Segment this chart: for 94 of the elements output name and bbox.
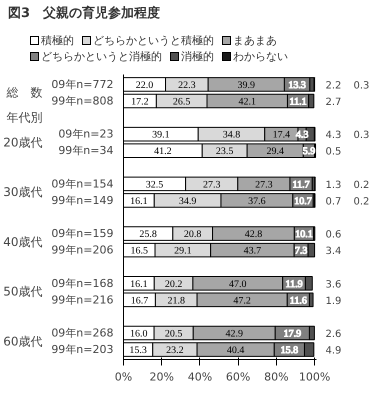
data-label: 13.3 bbox=[288, 80, 306, 91]
data-label: 0.5 bbox=[326, 146, 342, 158]
data-label: 11.6 bbox=[290, 295, 307, 306]
text: 年代別 bbox=[6, 110, 42, 125]
data-label: 16.1 bbox=[130, 278, 148, 290]
data-label: 39.1 bbox=[152, 130, 170, 141]
data-label: 0.3 bbox=[354, 80, 370, 92]
data-label: 17.9 bbox=[284, 328, 302, 340]
data-label: 11.1 bbox=[289, 96, 307, 108]
legend-label: どちらかというと消極的 bbox=[41, 50, 162, 63]
x-tick-label: 20% bbox=[149, 370, 174, 384]
data-label: 16.7 bbox=[130, 295, 148, 306]
data-label: 23.5 bbox=[216, 146, 234, 158]
data-label: 29.1 bbox=[174, 246, 192, 257]
data-label: 3.4 bbox=[326, 246, 342, 258]
data-label: 0.2 bbox=[354, 196, 370, 208]
data-label: 0.2 bbox=[354, 180, 370, 191]
data-label: 10.1 bbox=[295, 229, 313, 240]
data-label: 39.9 bbox=[238, 80, 256, 91]
data-label: 10.7 bbox=[294, 196, 312, 207]
data-label: 42.9 bbox=[225, 328, 243, 340]
y-tick-label: 09年n=168 bbox=[51, 276, 114, 290]
y-tick-label: 99年n=206 bbox=[51, 244, 114, 257]
x-tick-label: 100% bbox=[298, 370, 330, 384]
y-tick-label: 99年n=808 bbox=[51, 94, 114, 108]
data-label: 3.6 bbox=[326, 279, 342, 290]
y-tick-label: 09年n=772 bbox=[51, 78, 114, 91]
data-label: 26.5 bbox=[172, 96, 190, 108]
text: 60歳代 bbox=[3, 334, 43, 348]
chart-title: 図3 父親の育児参加程度 bbox=[8, 6, 160, 21]
data-label: 27.3 bbox=[202, 179, 220, 190]
legend-label: まあまあ bbox=[233, 34, 277, 48]
data-label: 11.9 bbox=[285, 278, 303, 290]
data-label: 21.8 bbox=[167, 295, 185, 306]
y-tick-label: 99年n=216 bbox=[51, 293, 114, 306]
data-label: 2.6 bbox=[326, 328, 342, 340]
data-label: 17.2 bbox=[131, 96, 149, 108]
legend-label: 消極的 bbox=[181, 50, 214, 63]
y-tick-label: 99年n=34 bbox=[58, 144, 114, 158]
data-label: 0.7 bbox=[326, 196, 342, 208]
data-label: 2.2 bbox=[326, 80, 342, 92]
data-label: 15.3 bbox=[129, 345, 147, 356]
data-label: 43.7 bbox=[244, 246, 262, 257]
data-label: 20.8 bbox=[184, 229, 202, 240]
data-label: 20.2 bbox=[164, 278, 182, 290]
y-tick-label: 09年n=154 bbox=[51, 177, 114, 190]
text: 50歳代 bbox=[3, 284, 43, 299]
data-label: 25.8 bbox=[139, 229, 157, 240]
data-label: 16.1 bbox=[130, 196, 148, 207]
y-tick-label: 99年n=149 bbox=[51, 194, 114, 207]
x-tick-label: 0% bbox=[114, 370, 132, 384]
data-label: 1.3 bbox=[326, 180, 342, 191]
data-label: 47.0 bbox=[229, 278, 247, 290]
data-label: 40.4 bbox=[226, 345, 244, 356]
data-label: 23.2 bbox=[166, 345, 184, 356]
data-label: 1.9 bbox=[326, 296, 342, 307]
data-label: 2.7 bbox=[326, 97, 342, 108]
legend-label: 積極的 bbox=[41, 34, 74, 48]
data-label: 34.8 bbox=[222, 130, 240, 141]
data-label: 29.4 bbox=[266, 146, 284, 158]
text: 30歳代 bbox=[3, 185, 43, 200]
data-label: 34.9 bbox=[178, 196, 196, 207]
x-tick-label: 60% bbox=[226, 370, 250, 384]
data-label: 20.5 bbox=[164, 328, 182, 340]
data-label: 41.2 bbox=[154, 146, 172, 158]
data-label: 16.0 bbox=[130, 328, 148, 340]
x-tick-label: 80% bbox=[264, 370, 289, 384]
data-label: 42.1 bbox=[238, 96, 256, 108]
text: 40歳代 bbox=[3, 234, 43, 249]
data-label: 37.6 bbox=[248, 196, 266, 207]
data-label: 17.4 bbox=[272, 130, 290, 141]
data-label: 22.0 bbox=[136, 80, 154, 91]
y-tick-label: 09年n=23 bbox=[58, 128, 114, 141]
data-label: 32.5 bbox=[146, 179, 164, 190]
data-label: 27.3 bbox=[255, 179, 273, 190]
data-label: 4.9 bbox=[326, 346, 342, 357]
data-label: 16.5 bbox=[130, 246, 148, 257]
data-label: 0.3 bbox=[354, 130, 370, 142]
x-tick-label: 40% bbox=[188, 370, 212, 384]
data-label: 11.7 bbox=[292, 179, 310, 190]
text: 総 数 bbox=[6, 86, 42, 100]
y-tick-label: 99年n=203 bbox=[51, 343, 114, 356]
data-label: 47.2 bbox=[233, 295, 251, 306]
data-label: 0.6 bbox=[326, 230, 342, 241]
y-tick-label: 09年n=268 bbox=[51, 326, 114, 340]
legend-label: わからない bbox=[233, 50, 288, 63]
legend-label: どちらかというと積極的 bbox=[93, 34, 214, 48]
y-tick-label: 09年n=159 bbox=[51, 227, 114, 240]
data-label: 42.8 bbox=[244, 229, 262, 240]
data-label: 4.3 bbox=[326, 130, 342, 142]
text: 20歳代 bbox=[3, 135, 43, 150]
data-label: 7.3 bbox=[294, 246, 308, 257]
data-label: 22.3 bbox=[178, 80, 196, 91]
data-label: 15.8 bbox=[280, 345, 298, 356]
